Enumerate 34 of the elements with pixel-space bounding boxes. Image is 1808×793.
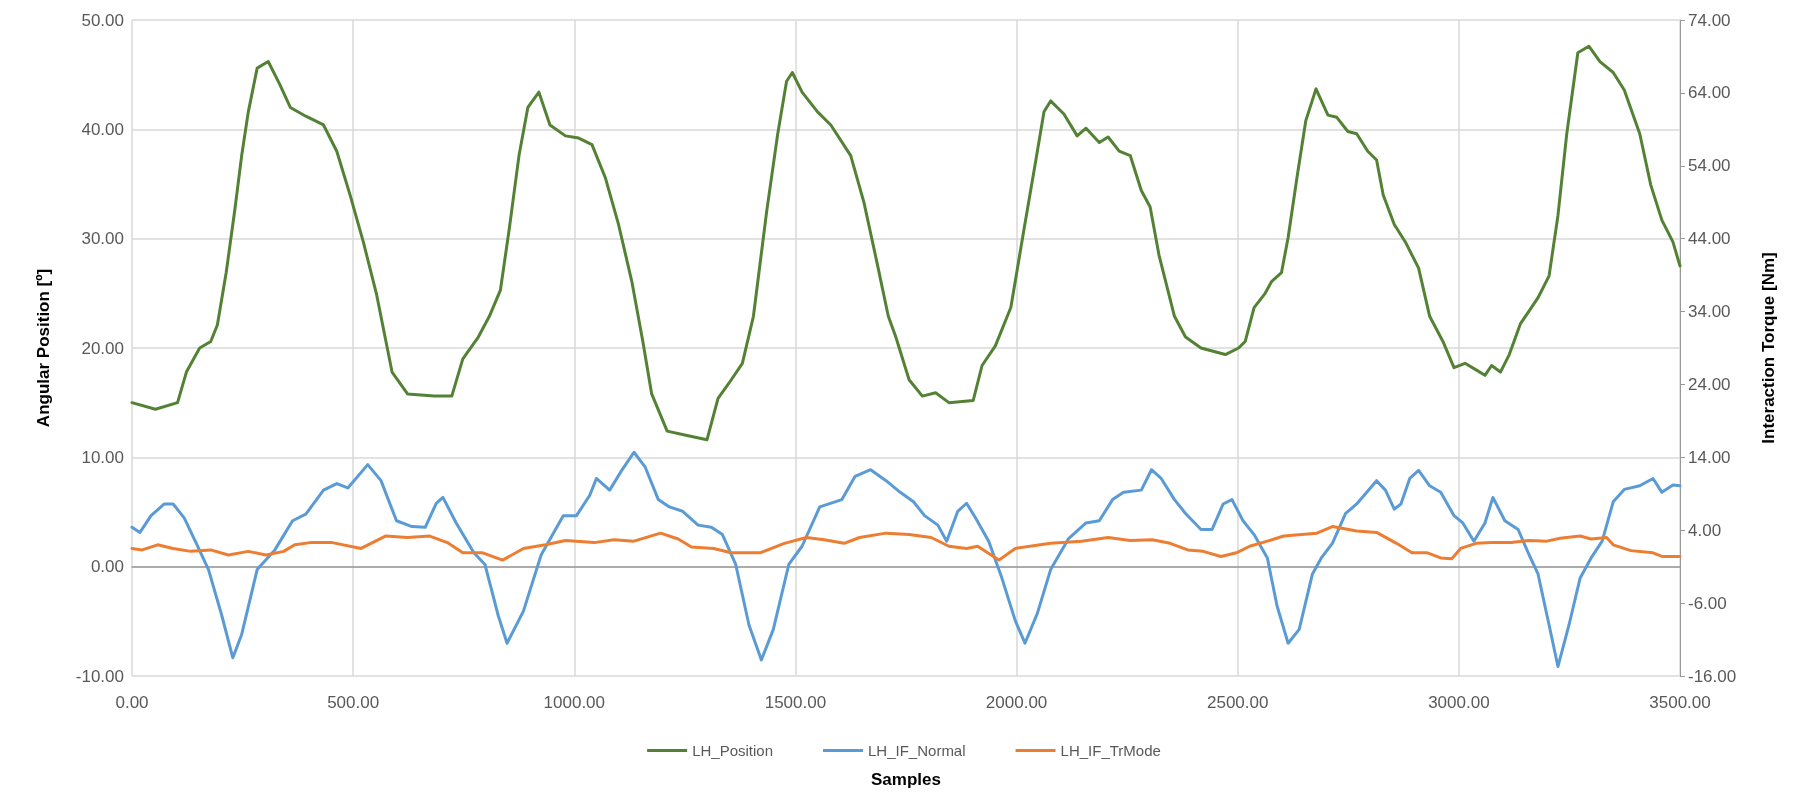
- x-tick-label: 0.00: [115, 693, 149, 712]
- y2-tick-label: 74.00: [1688, 10, 1731, 30]
- legend-label: LH_IF_TrMode: [1060, 742, 1161, 759]
- y2-tick-label: -16.00: [1688, 666, 1737, 686]
- y2-tick-label: 14.00: [1688, 447, 1731, 467]
- y-tick-label: 30.00: [81, 229, 124, 249]
- x-tick-label: 3500.00: [1649, 693, 1711, 712]
- y2-tick-label: 24.00: [1688, 374, 1731, 394]
- legend-label: LH_Position: [692, 742, 774, 759]
- x-tick-label: 2500.00: [1206, 693, 1269, 712]
- x-tick-label: 1500.00: [764, 693, 827, 712]
- legend-label: LH_IF_Normal: [868, 742, 966, 759]
- x-tick-label: 2000.00: [985, 693, 1048, 712]
- y2-tick-label: 34.00: [1688, 302, 1731, 322]
- y-tick-label: 20.00: [81, 338, 124, 358]
- y-tick-label: 50.00: [81, 10, 124, 30]
- y2-tick-label: -6.00: [1688, 593, 1727, 613]
- line-series: [130, 44, 1682, 442]
- y-tick-label: 10.00: [81, 447, 124, 467]
- line-series: [130, 450, 1682, 669]
- x-tick-label: 3000.00: [1428, 693, 1490, 712]
- y-axis-title: Angular Position [º]: [34, 268, 53, 428]
- x-tick-label: 1000.00: [543, 693, 606, 712]
- y2-tick-label: 54.00: [1688, 156, 1731, 176]
- x-axis-title: Samples: [871, 770, 941, 789]
- y2-tick-label: 4.00: [1688, 520, 1722, 540]
- y2-tick-label: 44.00: [1688, 229, 1731, 249]
- y-tick-label: -10.00: [75, 666, 124, 686]
- y2-tick-label: 64.00: [1688, 83, 1731, 103]
- y2-axis-title: Interaction Torque [Nm]: [1759, 252, 1778, 444]
- y-tick-label: 40.00: [81, 119, 124, 139]
- y-tick-label: 0.00: [90, 557, 124, 577]
- line-series: [130, 525, 1682, 562]
- x-tick-label: 500.00: [327, 693, 380, 712]
